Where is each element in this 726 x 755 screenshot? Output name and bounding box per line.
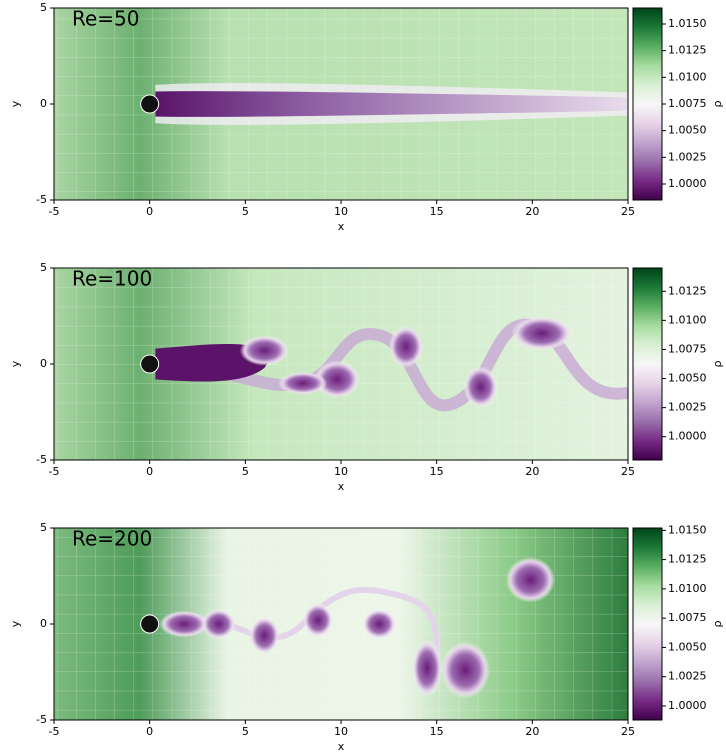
panel-title: Re=50: [72, 7, 140, 31]
colorbar-tick-label: 1.0100: [668, 313, 707, 326]
y-axis-label: y: [9, 620, 22, 627]
x-tick-label: 25: [621, 725, 635, 738]
x-tick-label: 20: [525, 725, 539, 738]
vortex: [440, 641, 491, 699]
colorbar-tick-label: 1.0025: [668, 401, 707, 414]
vortex: [278, 371, 328, 395]
x-tick-label: -5: [49, 465, 60, 478]
vortex: [362, 608, 397, 640]
colorbar-tick-label: 1.0125: [668, 553, 707, 566]
vortex: [411, 639, 443, 697]
x-tick-label: 0: [146, 465, 153, 478]
y-tick-label: 0: [40, 97, 47, 110]
x-tick-label: 15: [430, 725, 444, 738]
colorbar-label: ρ: [711, 360, 724, 367]
x-axis-label: x: [338, 480, 345, 493]
x-axis-label: x: [338, 220, 345, 233]
x-axis-label: x: [338, 740, 345, 753]
wake-trail: [186, 586, 440, 663]
colorbar-tick-label: 1.0075: [668, 97, 707, 110]
x-tick-label: 5: [242, 725, 249, 738]
mesh: [54, 528, 628, 720]
x-tick-label: 0: [146, 205, 153, 218]
x-tick-label: 15: [430, 465, 444, 478]
y-tick-label: -5: [36, 713, 47, 726]
vortex: [159, 610, 209, 638]
x-tick-label: 20: [525, 205, 539, 218]
x-tick-label: 10: [334, 725, 348, 738]
y-tick-label: -5: [36, 453, 47, 466]
colorbar-tick-label: 1.0125: [668, 284, 707, 297]
vortex: [302, 603, 334, 638]
x-tick-label: -5: [49, 205, 60, 218]
vortex: [249, 616, 280, 655]
vortex: [388, 325, 424, 368]
vortex: [511, 316, 573, 351]
colorbar: [632, 7, 663, 201]
colorbar-tick-label: 1.0050: [668, 640, 707, 653]
colorbar-tick-label: 1.0000: [668, 699, 707, 712]
x-tick-label: 0: [146, 725, 153, 738]
colorbar-label: ρ: [711, 620, 724, 627]
colorbar-label: ρ: [711, 100, 724, 107]
y-axis-label: y: [9, 360, 22, 367]
colorbar: [632, 527, 663, 721]
y-tick-label: 0: [40, 357, 47, 370]
y-tick-label: 5: [40, 1, 47, 14]
y-tick-label: -5: [36, 193, 47, 206]
colorbar: [632, 267, 663, 461]
x-tick-label: 15: [430, 205, 444, 218]
colorbar-tick-label: 1.0050: [668, 124, 707, 137]
colorbar-tick-label: 1.0000: [668, 177, 707, 190]
y-tick-label: 5: [40, 261, 47, 274]
colorbar-tick-label: 1.0025: [668, 670, 707, 683]
field: [54, 268, 628, 460]
vortex: [201, 608, 236, 640]
colorbar-tick-label: 1.0100: [668, 70, 707, 83]
x-tick-label: 10: [334, 465, 348, 478]
cylinder: [140, 614, 160, 634]
cylinder: [140, 94, 160, 114]
field: [54, 528, 628, 720]
panel-title: Re=200: [72, 527, 152, 551]
vortex: [463, 366, 498, 408]
x-tick-label: 5: [242, 205, 249, 218]
vortex: [239, 335, 290, 366]
colorbar-tick-label: 1.0125: [668, 44, 707, 57]
colorbar-tick-label: 1.0075: [668, 611, 707, 624]
field: [54, 8, 628, 200]
x-tick-label: 25: [621, 205, 635, 218]
colorbar-tick-label: 1.0100: [668, 582, 707, 595]
colorbar-tick-label: 1.0150: [668, 17, 707, 30]
x-tick-label: 10: [334, 205, 348, 218]
vortex: [505, 557, 556, 603]
colorbar-tick-label: 1.0025: [668, 150, 707, 163]
colorbar-tick-label: 1.0000: [668, 430, 707, 443]
colorbar-tick-label: 1.0150: [668, 523, 707, 536]
x-tick-label: 25: [621, 465, 635, 478]
x-tick-label: 20: [525, 465, 539, 478]
colorbar-tick-label: 1.0050: [668, 372, 707, 385]
wake: [155, 91, 628, 117]
x-tick-label: -5: [49, 725, 60, 738]
colorbar-tick-label: 1.0075: [668, 342, 707, 355]
panel-title: Re=100: [72, 267, 152, 291]
y-axis-label: y: [9, 100, 22, 107]
y-tick-label: 0: [40, 617, 47, 630]
cylinder: [140, 354, 160, 374]
x-tick-label: 5: [242, 465, 249, 478]
vortex: [314, 360, 360, 399]
y-tick-label: 5: [40, 521, 47, 534]
